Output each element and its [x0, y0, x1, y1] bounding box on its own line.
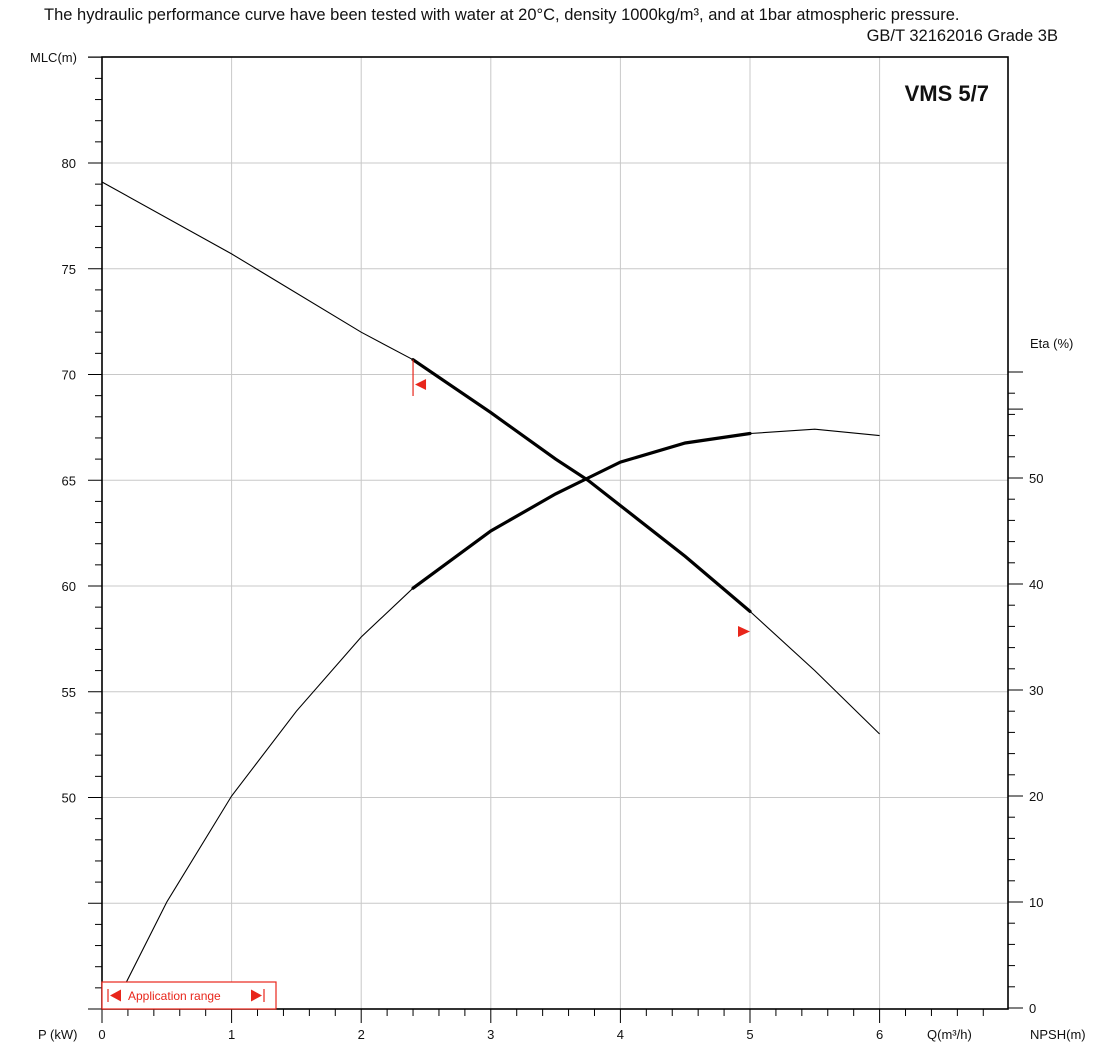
x-tick-label: 5: [746, 1027, 753, 1042]
right-tick-label: 30: [1029, 683, 1043, 698]
x-tick-label: 0: [98, 1027, 105, 1042]
left-tick-label: 65: [62, 473, 76, 488]
left-tick-label: 55: [62, 685, 76, 700]
left-tick-label: 75: [62, 262, 76, 277]
right-tick-label: 0: [1029, 1001, 1036, 1016]
axis-ticks: [88, 56, 1023, 1023]
efficiency-curve-operating-range: [411, 431, 752, 590]
x-tick-label: 2: [358, 1027, 365, 1042]
right-tick-label: 40: [1029, 577, 1043, 592]
standard-note: GB/T 32162016 Grade 3B: [866, 27, 1058, 45]
plot-border: [101, 56, 1009, 1010]
application-range-end-icon: [251, 989, 262, 1002]
right-axis-label: Eta (%): [1030, 336, 1073, 351]
application-range-label: Application range: [128, 989, 221, 1003]
power-axis-label: P (kW): [38, 1027, 77, 1042]
application-range-box: [101, 981, 277, 1010]
left-tick-label: 50: [62, 791, 76, 806]
right-tick-label: 10: [1029, 895, 1043, 910]
range-end-marker-icon: [738, 626, 750, 637]
x-tick-label: 1: [228, 1027, 235, 1042]
curves: [101, 181, 880, 1000]
left-tick-label: 80: [62, 156, 76, 171]
left-tick-label: 70: [62, 368, 76, 383]
chart-note: The hydraulic performance curve have bee…: [44, 6, 960, 24]
plot-frame: [101, 56, 1009, 1010]
x-tick-label: 3: [487, 1027, 494, 1042]
application-range-start-icon: [110, 989, 121, 1002]
range-start-marker-icon: [415, 379, 427, 390]
application-markers: Application range: [101, 359, 750, 1010]
npsh-axis-label: NPSH(m): [1030, 1027, 1086, 1042]
model-label: VMS 5/7: [905, 81, 989, 106]
head-curve-operating-range: [411, 358, 752, 613]
labels: 50 55 60 65 70 75 80 0 10 20 30 40 50 0 1 2 3 4 5 6 MLC(m) Et…: [30, 50, 1086, 1042]
x-axis-label: Q(m³/h): [927, 1027, 972, 1042]
x-tick-label: 4: [617, 1027, 624, 1042]
right-tick-label: 20: [1029, 789, 1043, 804]
right-tick-label: 50: [1029, 471, 1043, 486]
left-axis-label: MLC(m): [30, 50, 77, 65]
x-tick-label: 6: [876, 1027, 883, 1042]
grid: [102, 57, 1008, 1009]
left-tick-label: 60: [62, 579, 76, 594]
